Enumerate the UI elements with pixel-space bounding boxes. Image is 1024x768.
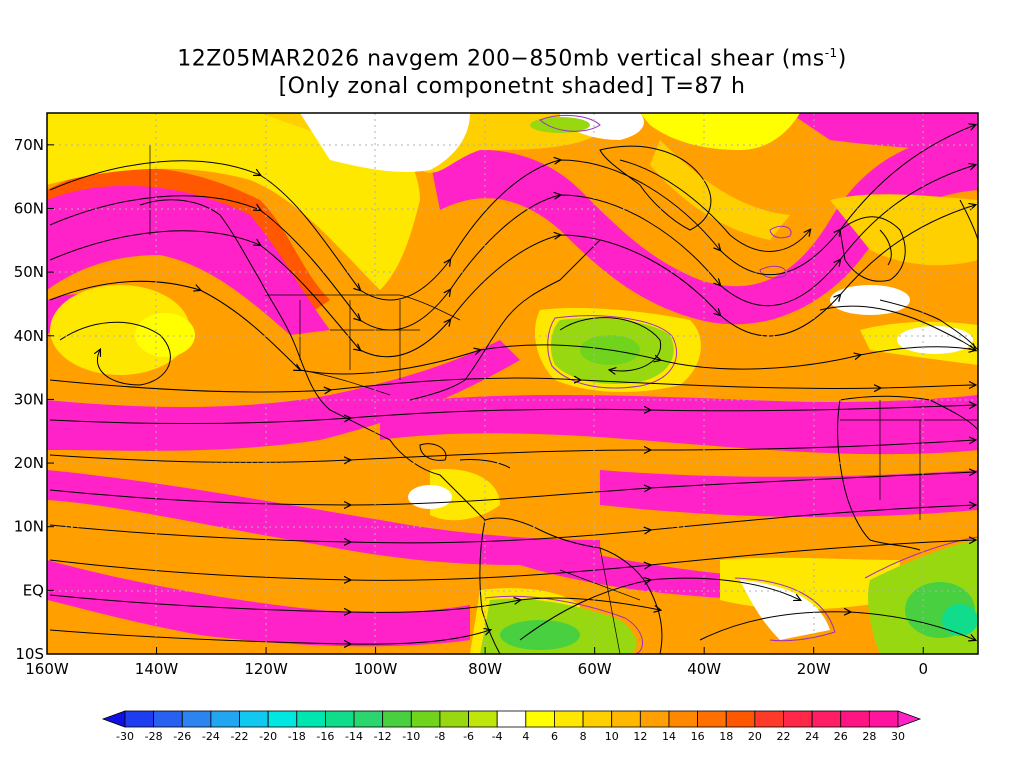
colorbar-label: 8 (580, 730, 587, 743)
colorbar-label: 18 (719, 730, 733, 743)
colorbar-min-triangle (101, 710, 126, 728)
colorbar-label: 12 (633, 730, 647, 743)
colorbar-max-triangle (897, 710, 922, 728)
colorbar-label: 10 (605, 730, 619, 743)
latitude-axis: 70N 60N 50N 40N 30N 20N 10N EQ 10S (14, 136, 54, 663)
graticule (47, 113, 978, 654)
colorbar-swatch (554, 710, 584, 728)
colorbar-swatch (496, 710, 527, 728)
map-frame (46, 112, 979, 655)
colorbar-label: 22 (776, 730, 790, 743)
lat-tick-label: EQ (23, 581, 44, 599)
lon-tick-label: 60W (578, 660, 612, 678)
colorbar-swatch (239, 710, 269, 728)
colorbar-swatch (382, 710, 412, 728)
colorbar-label: 4 (522, 730, 529, 743)
colorbar-swatch (697, 710, 727, 728)
lat-tick-label: 50N (14, 263, 44, 281)
colorbar-label: 6 (551, 730, 558, 743)
colorbar-label: -6 (463, 730, 474, 743)
colorbar-label: -12 (374, 730, 392, 743)
colorbar-swatch (267, 710, 298, 728)
colorbar-swatch (468, 710, 498, 728)
lon-tick-label: 160W (25, 660, 69, 678)
colorbar-swatch (353, 710, 384, 728)
lon-tick-label: 100W (354, 660, 398, 678)
colorbar-swatch (410, 710, 441, 728)
colorbar-swatch (783, 710, 813, 728)
colorbar-label: -18 (288, 730, 306, 743)
lon-tick-label: 80W (468, 660, 502, 678)
lon-tick-label: 120W (244, 660, 288, 678)
lon-tick-label: 40W (687, 660, 721, 678)
lat-tick-label: 60N (14, 199, 44, 217)
colorbar-swatch (639, 710, 670, 728)
lat-tick-label: 10N (14, 518, 44, 536)
colorbar-swatch (582, 710, 613, 728)
colorbar-label: -8 (434, 730, 445, 743)
colorbar-swatch (124, 710, 155, 728)
longitude-axis: 160W 140W 120W 100W 80W 60W 40W 20W 0 (25, 647, 928, 678)
colorbar-label: 24 (805, 730, 819, 743)
colorbar-swatch (840, 710, 870, 728)
lat-tick-label: 10S (15, 645, 44, 663)
colorbar-label: -22 (231, 730, 249, 743)
colorbar-swatch (439, 710, 469, 728)
colorbar-swatch (181, 710, 212, 728)
colorbar-label: -16 (316, 730, 334, 743)
lat-tick-label: 30N (14, 390, 44, 408)
lon-tick-label: 140W (135, 660, 179, 678)
lon-tick-label: 20W (797, 660, 831, 678)
colorbar-swatch (611, 710, 641, 728)
colorbar-label: 26 (834, 730, 848, 743)
colorbar-swatch (668, 710, 698, 728)
lat-tick-label: 70N (14, 136, 44, 154)
lon-tick-label: 0 (918, 660, 928, 678)
lat-tick-label: 20N (14, 454, 44, 472)
colorbar-swatch (811, 710, 842, 728)
colorbar-label: -28 (145, 730, 163, 743)
colorbar-label: -26 (173, 730, 191, 743)
colorbar-label: 28 (862, 730, 876, 743)
colorbar-label: -20 (259, 730, 277, 743)
chart-title-line1: 12Z05MAR2026 navgem 200−850mb vertical s… (177, 46, 847, 72)
colorbar-label: -24 (202, 730, 220, 743)
colorbar-swatch (725, 710, 756, 728)
colorbar-label: 20 (748, 730, 762, 743)
colorbar-swatch (296, 710, 326, 728)
colorbar-label: -14 (345, 730, 363, 743)
colorbar-label: -10 (402, 730, 420, 743)
chart-title-line2: [Only zonal componetnt shaded] T=87 h (278, 74, 746, 99)
lat-tick-label: 40N (14, 327, 44, 345)
colorbar: -30 -28 -26 -24 -22 -20 -18 -16 -14 -12 -10 -8 -6 -4 4… (101, 710, 922, 743)
colorbar-swatch (868, 710, 899, 728)
colorbar-swatch (153, 710, 183, 728)
colorbar-swatch (325, 710, 355, 728)
colorbar-label: 30 (891, 730, 905, 743)
colorbar-swatch (210, 710, 240, 728)
colorbar-swatch (525, 710, 555, 728)
streamlines (49, 125, 975, 644)
colorbar-swatch (754, 710, 784, 728)
colorbar-label: -4 (492, 730, 503, 743)
colorbar-label: -30 (116, 730, 134, 743)
colorbar-label: 14 (662, 730, 676, 743)
colorbar-label: 16 (691, 730, 705, 743)
